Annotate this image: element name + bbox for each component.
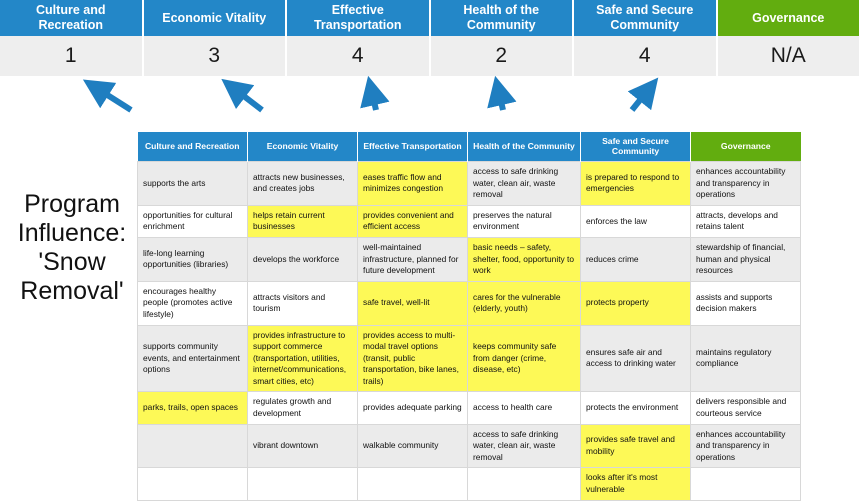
scorecard-header-governance[interactable]: Governance (718, 0, 859, 36)
matrix-cell: provides access to multi-modal travel op… (358, 325, 468, 392)
outcomes-matrix-table: Culture and Recreation Economic Vitality… (137, 132, 801, 501)
matrix-cell: protects property (581, 281, 691, 325)
matrix-cell: maintains regulatory compliance (691, 325, 801, 392)
caption-line-4: Removal' (8, 277, 136, 306)
matrix-cell: opportunities for cultural enrichment (138, 205, 248, 237)
matrix-cell: assists and supports decision makers (691, 281, 801, 325)
scorecard-header-economic-vitality[interactable]: Economic Vitality (144, 0, 288, 36)
matrix-cell (138, 424, 248, 468)
scorecard-score-row: 1 3 4 2 4 N/A (0, 36, 859, 76)
matrix-cell: safe travel, well-lit (358, 281, 468, 325)
scorecard-score-effective-transportation: 4 (287, 36, 431, 76)
scorecard-score-safe-and-secure-community: 4 (574, 36, 718, 76)
arrow-to-economic-vitality (228, 84, 262, 110)
matrix-row: life-long learning opportunities (librar… (138, 237, 801, 281)
matrix-cell: access to health care (468, 392, 581, 424)
matrix-cell: cares for the vulnerable (elderly, youth… (468, 281, 581, 325)
matrix-cell (468, 468, 581, 500)
matrix-cell: ensures safe air and access to drinking … (581, 325, 691, 392)
matrix-cell: delivers responsible and courteous servi… (691, 392, 801, 424)
matrix-cell: provides infrastructure to support comme… (248, 325, 358, 392)
scorecard-header-effective-transportation[interactable]: Effective Transportation (287, 0, 431, 36)
matrix-cell (358, 468, 468, 500)
matrix-header-economic-vitality[interactable]: Economic Vitality (248, 132, 358, 161)
matrix-cell (138, 468, 248, 500)
scorecard-header-health-of-the-community[interactable]: Health of the Community (431, 0, 575, 36)
matrix-cell: develops the workforce (248, 237, 358, 281)
matrix-header-governance[interactable]: Governance (691, 132, 801, 161)
matrix-row: looks after it's most vulnerable (138, 468, 801, 500)
matrix-cell: provides safe travel and mobility (581, 424, 691, 468)
matrix-cell: reduces crime (581, 237, 691, 281)
matrix-cell: stewardship of financial, human and phys… (691, 237, 801, 281)
matrix-header-effective-transportation[interactable]: Effective Transportation (358, 132, 468, 161)
matrix-row: supports community events, and entertain… (138, 325, 801, 392)
caption-line-1: Program (8, 190, 136, 219)
caption-line-3: 'Snow (8, 248, 136, 277)
matrix-cell: life-long learning opportunities (librar… (138, 237, 248, 281)
matrix-cell: enhances accountability and transparency… (691, 424, 801, 468)
matrix-cell: access to safe drinking water, clean air… (468, 161, 581, 205)
matrix-cell: basic needs – safety, shelter, food, opp… (468, 237, 581, 281)
matrix-cell: supports community events, and entertain… (138, 325, 248, 392)
matrix-cell (691, 468, 801, 500)
scorecard-score-economic-vitality: 3 (144, 36, 288, 76)
matrix-cell: parks, trails, open spaces (138, 392, 248, 424)
matrix-cell: helps retain current businesses (248, 205, 358, 237)
scorecard-header-safe-and-secure-community[interactable]: Safe and Secure Community (574, 0, 718, 36)
program-influence-caption: Program Influence: 'Snow Removal' (8, 190, 136, 306)
matrix-cell: encourages healthy people (promotes acti… (138, 281, 248, 325)
matrix-cell: attracts, develops and retains talent (691, 205, 801, 237)
matrix-cell: attracts new businesses, and creates job… (248, 161, 358, 205)
matrix-cell: regulates growth and development (248, 392, 358, 424)
matrix-cell: provides adequate parking (358, 392, 468, 424)
matrix-cell (248, 468, 358, 500)
matrix-header-culture-and-recreation[interactable]: Culture and Recreation (138, 132, 248, 161)
matrix-cell: keeps community safe from danger (crime,… (468, 325, 581, 392)
scorecard-score-governance: N/A (718, 36, 859, 76)
matrix-cell: provides convenient and efficient access (358, 205, 468, 237)
matrix-header-safe-and-secure-community[interactable]: Safe and Secure Community (581, 132, 691, 161)
matrix-cell: preserves the natural environment (468, 205, 581, 237)
matrix-header-health-of-the-community[interactable]: Health of the Community (468, 132, 581, 161)
influence-arrows-group (0, 76, 859, 136)
matrix-cell: vibrant downtown (248, 424, 358, 468)
arrow-to-effective-transportation (370, 84, 376, 110)
matrix-cell: is prepared to respond to emergencies (581, 161, 691, 205)
arrow-to-health-of-the-community (497, 84, 503, 110)
matrix-cell: protects the environment (581, 392, 691, 424)
scorecard-header-row: Culture and Recreation Economic Vitality… (0, 0, 859, 36)
scorecard-score-culture-and-recreation: 1 (0, 36, 144, 76)
matrix-cell: eases traffic flow and minimizes congest… (358, 161, 468, 205)
matrix-row: encourages healthy people (promotes acti… (138, 281, 801, 325)
matrix-cell: enforces the law (581, 205, 691, 237)
scorecard-summary-bar: Culture and Recreation Economic Vitality… (0, 0, 859, 76)
matrix-cell: access to safe drinking water, clean air… (468, 424, 581, 468)
matrix-cell: well-maintained infrastructure, planned … (358, 237, 468, 281)
arrow-to-culture-and-recreation (90, 84, 131, 110)
scorecard-score-health-of-the-community: 2 (431, 36, 575, 76)
scorecard-header-culture-and-recreation[interactable]: Culture and Recreation (0, 0, 144, 36)
matrix-cell: enhances accountability and transparency… (691, 161, 801, 205)
matrix-cell: looks after it's most vulnerable (581, 468, 691, 500)
matrix-cell: attracts visitors and tourism (248, 281, 358, 325)
matrix-header-row: Culture and Recreation Economic Vitality… (138, 132, 801, 161)
caption-line-2: Influence: (8, 219, 136, 248)
matrix-cell: walkable community (358, 424, 468, 468)
arrow-to-safe-and-secure-community (632, 84, 653, 110)
matrix-cell: supports the arts (138, 161, 248, 205)
